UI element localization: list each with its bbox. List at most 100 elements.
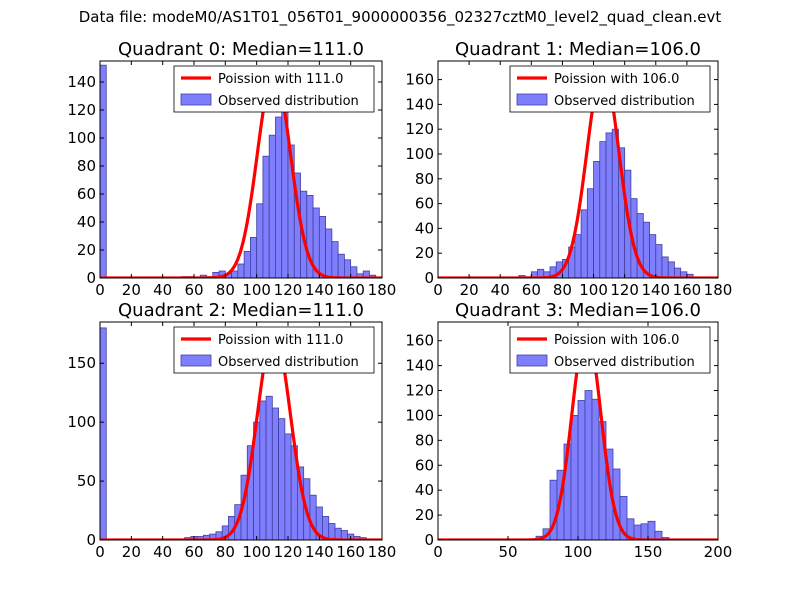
histogram-bar bbox=[362, 270, 370, 278]
histogram-bar bbox=[647, 520, 656, 540]
legend-bar-swatch bbox=[516, 93, 548, 106]
quadrant-0-plot: Quadrant 0: Median=111.00 20 40 60 80 100 120 1… bbox=[67, 39, 396, 299]
histogram-bar bbox=[667, 261, 675, 278]
x-tick-label: 180 bbox=[368, 543, 397, 561]
x-tick-label: 0 bbox=[433, 281, 443, 299]
x-tick-label: 180 bbox=[704, 281, 733, 299]
quadrant-1-plot: Quadrant 1: Median=106.0 0 20 40 60 80 100 120 1… bbox=[405, 39, 732, 299]
y-tick-label: 0 bbox=[424, 269, 434, 287]
legend-bar-swatch bbox=[180, 93, 212, 106]
x-tick-label: 60 bbox=[184, 281, 203, 299]
histogram-bar bbox=[599, 141, 607, 278]
legend: Poission with 111.0 Observed distribution bbox=[173, 65, 375, 113]
y-tick-label: 40 bbox=[77, 213, 96, 231]
histogram-bar bbox=[580, 209, 588, 278]
histogram-bar bbox=[584, 390, 593, 540]
legend: Poission with 106.0 Observed distribution bbox=[509, 65, 711, 113]
x-tick-label: 80 bbox=[553, 281, 572, 299]
figure-title: Data file: modeM0/AS1T01_056T01_90000003… bbox=[78, 8, 722, 26]
histogram-bar bbox=[231, 270, 239, 278]
y-tick-label: 160 bbox=[405, 332, 434, 350]
histogram-bar bbox=[661, 256, 669, 278]
y-tick-label: 120 bbox=[405, 382, 434, 400]
legend-poisson-label: Poission with 111.0 bbox=[218, 333, 343, 348]
y-tick-label: 140 bbox=[405, 95, 434, 113]
axes-frame bbox=[437, 60, 719, 279]
x-tick-label: 40 bbox=[153, 281, 172, 299]
histogram-bar bbox=[265, 395, 273, 540]
y-tick-label: 50 bbox=[77, 472, 96, 490]
x-tick-label: 140 bbox=[305, 543, 334, 561]
y-tick-label: 140 bbox=[405, 357, 434, 375]
legend-bar-swatch bbox=[180, 354, 212, 367]
y-tick-label: 20 bbox=[77, 241, 96, 259]
histogram-bar bbox=[268, 134, 276, 278]
x-tick-label: 100 bbox=[242, 543, 271, 561]
y-tick-label: 20 bbox=[415, 506, 434, 524]
legend-observed-label: Observed distribution bbox=[554, 355, 695, 370]
x-tick-label: 40 bbox=[491, 281, 510, 299]
x-tick-label: 140 bbox=[305, 281, 334, 299]
x-tick-label: 160 bbox=[336, 281, 365, 299]
legend-observed-label: Observed distribution bbox=[554, 94, 695, 109]
y-tick-label: 80 bbox=[77, 157, 96, 175]
axes-frame bbox=[99, 321, 383, 541]
legend-poisson-label: Poission with 111.0 bbox=[218, 72, 343, 87]
histogram-bar bbox=[100, 327, 107, 540]
histogram-bar bbox=[337, 253, 345, 278]
histogram-bar bbox=[271, 407, 280, 540]
y-tick-label: 40 bbox=[415, 481, 434, 499]
histogram-bar bbox=[318, 215, 327, 278]
quadrant-0-title: Quadrant 0: Median=111.0 bbox=[118, 39, 364, 60]
axes-frame bbox=[99, 60, 383, 279]
legend: Poission with 111.0 Observed distribution bbox=[173, 326, 375, 374]
histogram-bar bbox=[605, 132, 613, 278]
histogram-bar bbox=[350, 266, 358, 278]
x-tick-label: 50 bbox=[498, 543, 517, 561]
histogram-bar bbox=[325, 228, 333, 278]
histogram-bar bbox=[593, 161, 601, 278]
x-tick-label: 140 bbox=[641, 281, 670, 299]
histogram-bar bbox=[328, 523, 336, 540]
legend-bar-swatch bbox=[516, 354, 548, 367]
x-tick-label: 100 bbox=[579, 281, 608, 299]
quadrant-3-plot: Quadrant 3: Median=106.0 0 50 100 150 200 0 20 4… bbox=[405, 300, 732, 561]
legend: Poission with 106.0 Observed distribution bbox=[509, 326, 711, 374]
x-tick-label: 20 bbox=[122, 543, 141, 561]
y-tick-label: 120 bbox=[405, 120, 434, 138]
histogram-bar bbox=[574, 234, 582, 278]
quadrant-1-title: Quadrant 1: Median=106.0 bbox=[455, 39, 701, 60]
histogram-bar bbox=[259, 400, 267, 540]
y-tick-label: 60 bbox=[415, 195, 434, 213]
x-tick-label: 80 bbox=[216, 281, 235, 299]
histogram-bar bbox=[649, 234, 657, 278]
histogram-bar bbox=[256, 203, 264, 278]
histogram-bar bbox=[655, 244, 663, 278]
histogram-bar bbox=[237, 263, 245, 278]
y-tick-label: 100 bbox=[67, 129, 96, 147]
histogram-bars bbox=[518, 128, 694, 278]
x-tick-label: 120 bbox=[274, 543, 303, 561]
x-tick-label: 60 bbox=[522, 281, 541, 299]
y-tick-label: 100 bbox=[67, 413, 96, 431]
histogram-bar bbox=[262, 155, 270, 278]
histogram-bar bbox=[284, 433, 292, 540]
histogram-bar bbox=[586, 188, 594, 278]
y-tick-label: 40 bbox=[415, 219, 434, 237]
histogram-bar bbox=[654, 530, 663, 540]
x-tick-label: 60 bbox=[184, 543, 203, 561]
x-tick-label: 0 bbox=[433, 543, 443, 561]
x-tick-label: 0 bbox=[95, 543, 105, 561]
legend-poisson-label: Poission with 106.0 bbox=[554, 72, 679, 87]
quadrant-3-title: Quadrant 3: Median=106.0 bbox=[455, 300, 701, 321]
histogram-bar bbox=[343, 259, 352, 278]
histogram-bar bbox=[591, 398, 600, 540]
y-tick-label: 160 bbox=[405, 71, 434, 89]
x-tick-label: 20 bbox=[460, 281, 479, 299]
histogram-bars bbox=[100, 64, 377, 278]
y-tick-label: 100 bbox=[405, 406, 434, 424]
histogram-bar bbox=[640, 523, 649, 540]
x-tick-label: 100 bbox=[242, 281, 271, 299]
y-tick-label: 120 bbox=[67, 101, 96, 119]
